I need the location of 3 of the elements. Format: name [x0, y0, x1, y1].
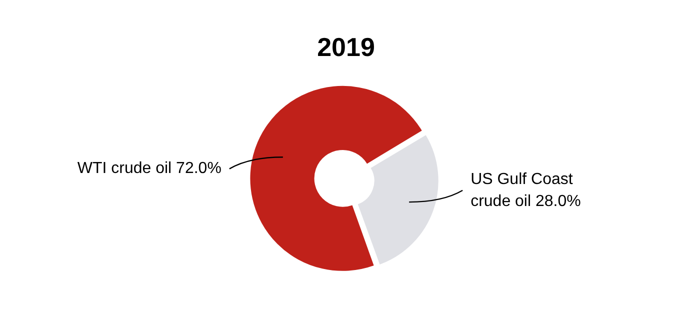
- chart-title: 2019: [317, 32, 375, 62]
- slice-label: US Gulf Coast crude oil 28.0%: [470, 170, 581, 210]
- slice-label: WTI crude oil 72.0%: [77, 160, 222, 178]
